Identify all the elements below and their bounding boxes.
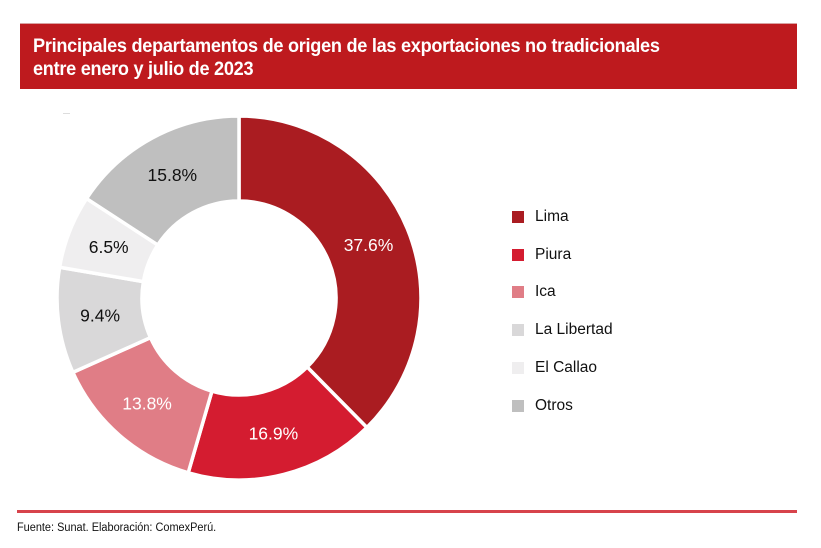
legend-swatch [512, 399, 524, 412]
decorative-speck [63, 113, 70, 114]
legend-label: Otros [535, 396, 573, 414]
legend-label: El Callao [535, 359, 598, 377]
slice-piura [186, 364, 370, 482]
data-label-lima: 37.6% [344, 235, 394, 255]
data-label-piura: 16.9% [249, 424, 299, 444]
legend-label: Ica [535, 283, 556, 301]
donut-chart: 37.6% 16.9% 13.8% 9.4% 6.5% 15.8% [55, 114, 423, 482]
legend-swatch [512, 248, 524, 261]
legend-swatch [512, 324, 524, 337]
chart-header: Principales departamentos de origen de l… [20, 23, 797, 89]
legend-swatch [512, 286, 524, 299]
legend-item-el-callao: El Callao [512, 349, 613, 387]
legend-label: Piura [535, 245, 572, 263]
data-label-ica: 13.8% [122, 394, 172, 414]
legend-swatch [512, 210, 524, 223]
data-label-el-callao: 6.5% [89, 237, 129, 257]
chart-title: Principales departamentos de origen de l… [33, 35, 660, 80]
chart-legend: Lima Piura Ica La Libertad El Callao Otros [512, 198, 613, 425]
slice-lima [237, 114, 423, 430]
legend-label: Lima [535, 207, 569, 225]
legend-item-otros: Otros [512, 387, 613, 425]
legend-item-ica: Ica [512, 274, 613, 312]
slice-otros [84, 114, 241, 248]
legend-item-piura: Piura [512, 236, 613, 274]
donut-slices [55, 114, 423, 482]
data-label-otros: 15.8% [148, 165, 198, 185]
legend-label: La Libertad [535, 321, 613, 339]
source-note: Fuente: Sunat. Elaboración: ComexPerú. [17, 522, 217, 534]
donut-data-labels: 37.6% 16.9% 13.8% 9.4% 6.5% 15.8% [80, 165, 393, 444]
data-label-la-libertad: 9.4% [80, 306, 120, 326]
legend-item-lima: Lima [512, 198, 613, 236]
legend-swatch [512, 362, 524, 375]
legend-item-la-libertad: La Libertad [512, 311, 613, 349]
footer-divider [17, 510, 797, 513]
